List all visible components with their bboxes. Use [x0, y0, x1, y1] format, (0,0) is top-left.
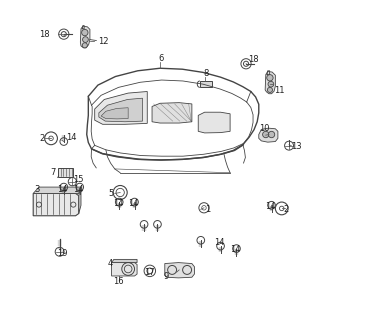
Text: 9: 9	[164, 272, 169, 281]
Polygon shape	[101, 108, 128, 119]
Text: 14: 14	[113, 199, 123, 208]
Bar	[200, 81, 212, 87]
Polygon shape	[152, 103, 192, 123]
Text: 14: 14	[73, 185, 84, 194]
Polygon shape	[265, 71, 275, 94]
Polygon shape	[33, 187, 81, 194]
Text: 18: 18	[39, 30, 50, 39]
Text: 13: 13	[291, 142, 302, 151]
Text: 14: 14	[214, 238, 225, 247]
Polygon shape	[165, 263, 194, 278]
Text: 14: 14	[128, 199, 139, 208]
Polygon shape	[81, 26, 90, 48]
Text: 18: 18	[247, 55, 258, 64]
Circle shape	[267, 87, 272, 92]
Polygon shape	[79, 187, 81, 213]
Circle shape	[82, 43, 87, 48]
Text: 14: 14	[265, 202, 276, 211]
Text: 2: 2	[284, 205, 289, 214]
Circle shape	[268, 131, 275, 138]
Polygon shape	[33, 194, 79, 216]
Polygon shape	[95, 92, 147, 124]
Polygon shape	[112, 260, 137, 263]
Circle shape	[267, 75, 273, 81]
Text: 17: 17	[144, 268, 155, 277]
Text: 14: 14	[230, 245, 241, 254]
Text: 4: 4	[108, 259, 113, 268]
Text: 15: 15	[73, 175, 84, 184]
Polygon shape	[198, 112, 230, 133]
Text: 19: 19	[57, 249, 67, 258]
Text: 10: 10	[259, 124, 269, 132]
Text: 3: 3	[35, 185, 40, 194]
Text: 1: 1	[205, 204, 210, 213]
Text: 14: 14	[66, 132, 76, 141]
Text: 11: 11	[274, 86, 285, 95]
Text: 8: 8	[203, 69, 209, 78]
Circle shape	[83, 37, 88, 43]
Text: 5: 5	[108, 189, 114, 198]
Text: 12: 12	[98, 37, 108, 46]
Circle shape	[268, 81, 274, 87]
Bar	[58, 168, 73, 177]
Circle shape	[263, 131, 269, 138]
Text: 2: 2	[39, 134, 44, 143]
Polygon shape	[99, 98, 142, 122]
Circle shape	[82, 29, 88, 36]
Text: 6: 6	[158, 54, 164, 63]
Polygon shape	[259, 128, 278, 142]
Text: 16: 16	[113, 277, 124, 286]
Text: 7: 7	[50, 168, 56, 177]
Polygon shape	[112, 263, 137, 276]
Text: 14: 14	[58, 185, 68, 194]
